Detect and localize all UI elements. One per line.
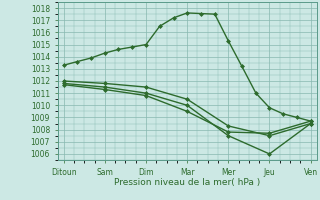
X-axis label: Pression niveau de la mer( hPa ): Pression niveau de la mer( hPa ) [114,178,260,187]
